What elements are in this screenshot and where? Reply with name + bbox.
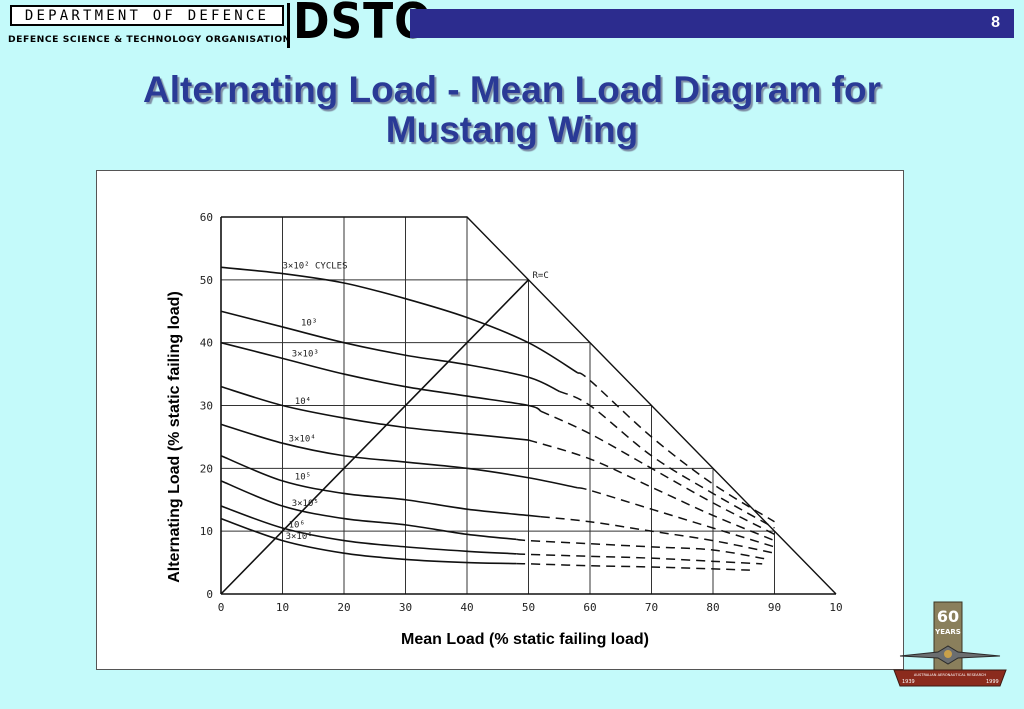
header-band: 8	[410, 9, 1014, 38]
chart-series	[220, 266, 775, 571]
series-line-dashed-9	[516, 562, 750, 571]
chart-panel: 0 10 20 30 40 50 60 70 80 90 10 0 10 20 30 40 50 60 R=C 3×…	[96, 170, 904, 670]
x-tick-label: 10	[829, 601, 842, 614]
badge-ribbon	[893, 669, 1007, 687]
x-tick-label: 60	[583, 601, 596, 614]
x-tick-label: 80	[706, 601, 719, 614]
series-line-solid-6	[220, 455, 541, 518]
series-line-solid-8	[220, 505, 517, 555]
x-tick-label: 20	[337, 601, 350, 614]
y-tick-label: 0	[206, 588, 213, 601]
badge-left-year: 1939	[902, 679, 915, 685]
curve-label: 10⁵	[295, 472, 311, 482]
y-tick-label: 40	[200, 337, 213, 350]
y-tick-label: 50	[200, 274, 213, 287]
organisation-name: DEFENCE SCIENCE & TECHNOLOGY ORGANISATIO…	[8, 34, 291, 45]
curve-label: 10⁴	[295, 397, 311, 407]
series-line-dashed-7	[516, 538, 769, 561]
curve-label: 3×10⁶	[286, 532, 313, 542]
y-tick-label: 60	[200, 211, 213, 224]
series-line-solid-4	[220, 385, 529, 441]
series-line-solid-3	[220, 341, 542, 412]
series-line-solid-5	[220, 423, 578, 489]
slide-title-line-2: Mustang Wing	[385, 109, 639, 150]
series-line-dashed-5	[577, 487, 775, 548]
series-line-solid-7	[220, 480, 517, 541]
series-line-dashed-3	[540, 410, 775, 535]
y-axis-title: Alternating Load (% static failing load)	[166, 291, 183, 583]
chart-envelope	[220, 216, 837, 595]
dsto-logo: DSTO	[293, 0, 433, 50]
curve-label: 10³	[301, 319, 317, 329]
rc-line	[220, 279, 530, 595]
series-line-dashed-8	[516, 553, 763, 565]
slide-header: DEPARTMENT OF DEFENCE DEFENCE SCIENCE & …	[0, 0, 1024, 50]
series-line-dashed-6	[540, 515, 775, 554]
x-tick-label: 50	[522, 601, 535, 614]
x-axis-title: Mean Load (% static failing load)	[401, 631, 649, 648]
series-line-solid-1	[220, 266, 579, 374]
x-tick-label: 40	[460, 601, 473, 614]
x-tick-label: 70	[645, 601, 658, 614]
badge-tower	[933, 601, 963, 683]
x-tick-label: 10	[276, 601, 289, 614]
series-line-solid-2	[220, 310, 560, 393]
slide-title: Alternating Load - Mean Load Diagram for…	[0, 70, 1024, 150]
department-banner: DEPARTMENT OF DEFENCE	[10, 5, 284, 26]
propeller-icon	[944, 650, 952, 658]
slide-title-line-1: Alternating Load - Mean Load Diagram for	[143, 69, 881, 110]
series-line-dashed-2	[558, 390, 775, 529]
series-line-solid-9	[220, 517, 517, 565]
curve-label: 3×10² CYCLES	[283, 262, 348, 272]
series-line-dashed-1	[577, 372, 775, 523]
badge-years: YEARS	[934, 628, 961, 636]
curve-label: 10⁶	[289, 520, 305, 530]
y-tick-label: 20	[200, 462, 213, 475]
header-divider	[287, 3, 290, 48]
x-tick-label: 0	[218, 601, 225, 614]
y-tick-label: 10	[200, 525, 213, 538]
slide-number: 8	[991, 14, 1000, 31]
sixty-years-badge: 60 YEARS AUSTRALIAN AERONAUTICAL RESEARC…	[893, 601, 1007, 687]
badge-banner-text: AUSTRALIAN AERONAUTICAL RESEARCH	[914, 673, 987, 677]
y-tick-label: 30	[200, 400, 213, 413]
curve-label: 3×10⁴	[289, 434, 316, 444]
x-tick-label: 30	[399, 601, 412, 614]
rc-label: R=C	[533, 271, 549, 281]
envelope-boundary	[221, 216, 837, 595]
curve-label: 3×10³	[292, 350, 319, 360]
badge-sixty: 60	[937, 607, 959, 626]
chart-curve-labels: R=C 3×10² CYCLES 10³ 3×10³ 10⁴ 3×10⁴ 10⁵ 3×10⁵ 1…	[283, 262, 549, 543]
x-tick-label: 90	[768, 601, 781, 614]
curve-label: 3×10⁵	[292, 499, 319, 509]
badge-right-year: 1999	[986, 679, 999, 685]
